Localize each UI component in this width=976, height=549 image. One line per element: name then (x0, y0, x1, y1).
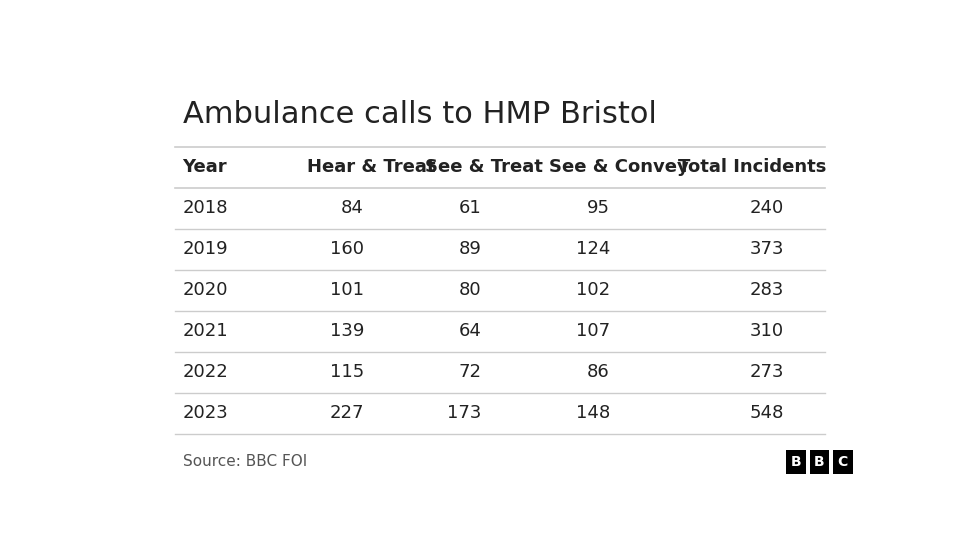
Text: 86: 86 (588, 363, 610, 381)
Text: 2020: 2020 (183, 281, 228, 299)
Text: Ambulance calls to HMP Bristol: Ambulance calls to HMP Bristol (183, 100, 657, 128)
Text: C: C (837, 455, 848, 469)
Text: 2023: 2023 (183, 404, 228, 422)
Text: 84: 84 (342, 199, 364, 217)
Text: 273: 273 (750, 363, 784, 381)
Text: 2022: 2022 (183, 363, 228, 381)
Text: 148: 148 (576, 404, 610, 422)
Text: 124: 124 (576, 240, 610, 258)
FancyBboxPatch shape (834, 450, 853, 474)
FancyBboxPatch shape (809, 450, 830, 474)
Text: 548: 548 (750, 404, 784, 422)
Text: Source: BBC FOI: Source: BBC FOI (183, 453, 306, 469)
Text: 160: 160 (330, 240, 364, 258)
Text: 72: 72 (459, 363, 481, 381)
Text: Year: Year (183, 158, 227, 176)
Text: B: B (814, 455, 825, 469)
Text: 310: 310 (750, 322, 784, 340)
Text: B: B (791, 455, 801, 469)
Text: Total Incidents: Total Incidents (678, 158, 827, 176)
Text: 139: 139 (330, 322, 364, 340)
Text: 373: 373 (750, 240, 784, 258)
Text: 2019: 2019 (183, 240, 228, 258)
Text: 240: 240 (750, 199, 784, 217)
Text: 115: 115 (330, 363, 364, 381)
Text: 80: 80 (459, 281, 481, 299)
Text: 89: 89 (459, 240, 481, 258)
Text: 64: 64 (459, 322, 481, 340)
FancyBboxPatch shape (786, 450, 806, 474)
Text: See & Treat: See & Treat (425, 158, 543, 176)
Text: 2021: 2021 (183, 322, 228, 340)
Text: 2018: 2018 (183, 199, 228, 217)
Text: 101: 101 (330, 281, 364, 299)
Text: See & Convey: See & Convey (549, 158, 689, 176)
Text: 107: 107 (576, 322, 610, 340)
Text: 102: 102 (576, 281, 610, 299)
Text: Hear & Treat: Hear & Treat (307, 158, 436, 176)
Text: 61: 61 (459, 199, 481, 217)
Text: 173: 173 (447, 404, 481, 422)
Text: 95: 95 (587, 199, 610, 217)
Text: 283: 283 (750, 281, 784, 299)
Text: 227: 227 (330, 404, 364, 422)
